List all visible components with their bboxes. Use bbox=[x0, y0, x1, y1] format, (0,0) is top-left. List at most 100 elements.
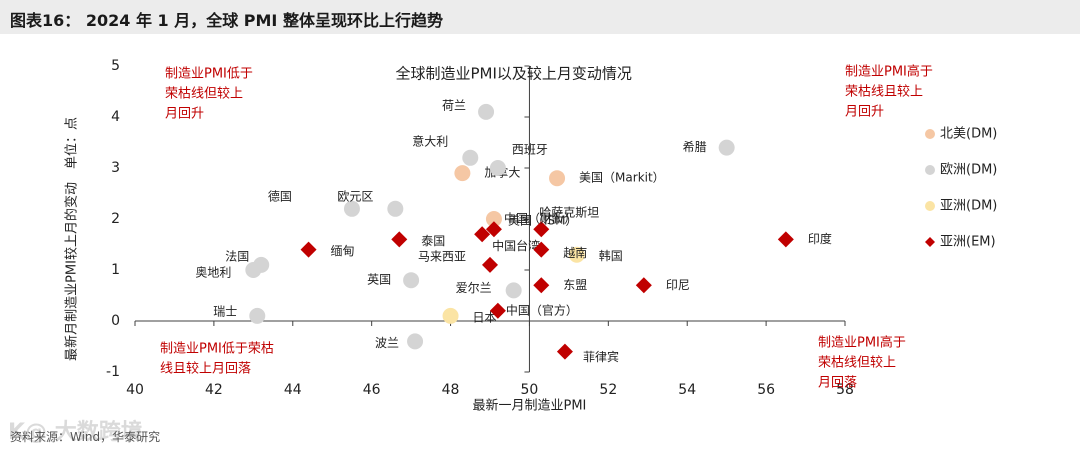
y-tick-label: 4 bbox=[111, 109, 120, 125]
data-label: 泰国 bbox=[421, 234, 445, 248]
data-point bbox=[485, 221, 502, 238]
x-tick-label: 42 bbox=[205, 382, 223, 398]
data-point bbox=[718, 139, 735, 156]
data-label: 奥地利 bbox=[195, 266, 231, 280]
data-point bbox=[249, 307, 266, 324]
data-point bbox=[485, 211, 502, 227]
scatter-chart: 40 42 44 46 48 50 52 54 56 58 -1 0 1 2 3 4 5 全球制造业PMI以及较上… bbox=[64, 58, 998, 414]
data-label: 欧元区 bbox=[337, 189, 373, 203]
quadrant-label-top-right: 荣枯线且较上 bbox=[845, 85, 923, 100]
data-point bbox=[245, 262, 262, 278]
data-label: 印尼 bbox=[666, 278, 690, 292]
data-label: 日本 bbox=[473, 310, 497, 324]
chart-title: 全球制造业PMI以及较上月变动情况 bbox=[395, 65, 631, 83]
x-tick-label: 50 bbox=[521, 382, 539, 398]
data-point bbox=[556, 343, 573, 360]
y-tick-label: 2 bbox=[111, 211, 120, 227]
x-tick-label: 56 bbox=[757, 382, 775, 398]
data-point bbox=[454, 165, 471, 182]
legend-marker bbox=[925, 237, 935, 247]
data-label: 中国（财新） bbox=[504, 211, 576, 226]
legend-marker bbox=[925, 165, 935, 175]
data-label: 印度 bbox=[808, 231, 832, 246]
data-label: 英国 bbox=[367, 273, 391, 287]
y-tick-label: 3 bbox=[111, 160, 120, 176]
figure-title: 图表16： 2024 年 1 月，全球 PMI 整体呈现环比上行趋势 bbox=[10, 11, 443, 30]
data-point bbox=[478, 103, 495, 120]
data-point bbox=[505, 282, 522, 299]
data-label: 美国（ISM） bbox=[508, 214, 578, 228]
legend-marker bbox=[925, 201, 935, 211]
watermark: K@ 大数跨境 bbox=[8, 420, 143, 445]
data-label: 波兰 bbox=[375, 336, 399, 350]
data-label: 菲律宾 bbox=[583, 349, 619, 364]
data-point bbox=[482, 256, 498, 273]
x-tick-label: 44 bbox=[284, 382, 302, 398]
data-point bbox=[387, 200, 404, 217]
legend-label: 欧洲(DM) bbox=[940, 163, 997, 178]
x-tick-label: 58 bbox=[836, 382, 854, 398]
legend-label: 亚洲(EM) bbox=[940, 235, 996, 250]
quadrant-label-bottom-right: 制造业PMI高于 bbox=[818, 335, 906, 351]
data-point bbox=[549, 170, 566, 187]
data-point bbox=[391, 231, 408, 248]
data-label: 爱尔兰 bbox=[456, 280, 492, 295]
legend-marker bbox=[925, 129, 935, 139]
y-tick-label: -1 bbox=[106, 364, 120, 380]
legend-label: 北美(DM) bbox=[940, 127, 997, 142]
data-point bbox=[403, 272, 420, 289]
source-note: 资料来源：Wind，华泰研究 bbox=[10, 430, 161, 444]
data-label: 美国（Markit） bbox=[579, 171, 665, 185]
data-label: 希腊 bbox=[683, 139, 707, 154]
quadrant-label-top-left: 制造业PMI低于 bbox=[165, 67, 253, 82]
data-point bbox=[635, 277, 652, 294]
quadrant-label-top-left: 月回升 bbox=[165, 107, 204, 122]
data-label: 越南 bbox=[563, 245, 587, 260]
data-point bbox=[489, 160, 506, 176]
quadrant-label-top-left: 荣枯线但较上 bbox=[165, 87, 243, 102]
x-tick-label: 46 bbox=[363, 382, 381, 398]
data-label: 中国（官方） bbox=[506, 302, 578, 317]
legend-label: 亚洲(DM) bbox=[940, 199, 997, 214]
x-axis-label: 最新一月制造业PMI bbox=[472, 398, 586, 414]
data-label: 中国台湾 bbox=[492, 238, 540, 253]
data-label: 缅甸 bbox=[331, 244, 355, 258]
data-label: 法国 bbox=[225, 249, 249, 263]
data-point bbox=[489, 302, 506, 319]
data-label: 意大利 bbox=[412, 133, 448, 148]
data-label: 马来西亚 bbox=[418, 249, 466, 263]
x-tick-label: 54 bbox=[678, 382, 696, 398]
y-tick-label: 5 bbox=[111, 58, 120, 74]
x-tick-label: 52 bbox=[599, 382, 617, 398]
data-point bbox=[533, 241, 550, 258]
data-label: 荷兰 bbox=[442, 98, 466, 112]
data-label: 东盟 bbox=[563, 278, 587, 292]
data-label: 韩国 bbox=[599, 248, 623, 263]
quadrant-label-top-right: 制造业PMI高于 bbox=[845, 64, 933, 80]
data-point bbox=[568, 246, 585, 263]
data-label: 哈萨克斯坦 bbox=[539, 206, 599, 220]
data-label: 德国 bbox=[268, 188, 292, 203]
data-point bbox=[462, 149, 479, 166]
data-point bbox=[343, 200, 360, 217]
data-point bbox=[407, 333, 424, 350]
quadrant-label-top-right: 月回升 bbox=[845, 105, 884, 120]
x-tick-label: 40 bbox=[126, 382, 144, 398]
data-point bbox=[533, 221, 550, 238]
y-axis-label: 最新月制造业PMI较上月的变动 单位：点 bbox=[64, 117, 80, 361]
quadrant-label-bottom-right: 荣枯线但较上 bbox=[818, 356, 896, 371]
data-label: 瑞士 bbox=[213, 304, 237, 318]
figure-header: 图表16： 2024 年 1 月，全球 PMI 整体呈现环比上行趋势 bbox=[0, 0, 1080, 34]
data-point bbox=[442, 307, 459, 324]
y-tick-label: 0 bbox=[111, 313, 120, 329]
quadrant-label-bottom-left: 制造业PMI低于荣枯 bbox=[160, 342, 274, 357]
y-tick-label: 1 bbox=[111, 262, 120, 278]
quadrant-label-bottom-left: 线且较上月回落 bbox=[160, 362, 251, 377]
data-point bbox=[533, 277, 550, 294]
quadrant-label-bottom-right: 月回落 bbox=[818, 376, 857, 391]
x-tick-label: 48 bbox=[442, 382, 460, 398]
data-point bbox=[474, 226, 491, 243]
data-point bbox=[300, 241, 317, 258]
data-point bbox=[777, 231, 794, 248]
